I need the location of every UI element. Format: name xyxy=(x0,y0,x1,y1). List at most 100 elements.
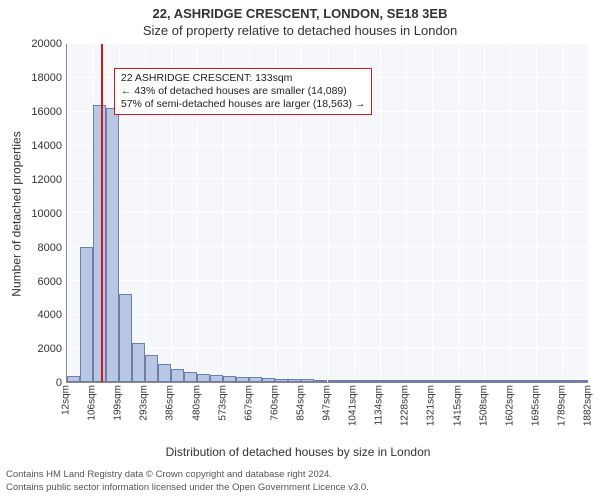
x-tick-label: 1789sqm xyxy=(556,385,567,426)
histogram-bar xyxy=(132,343,145,382)
y-tick-label: 4000 xyxy=(38,309,62,321)
y-tick-label: 12000 xyxy=(31,174,62,186)
gridline-v xyxy=(588,44,589,382)
histogram-bar xyxy=(145,355,158,382)
x-tick-label: 386sqm xyxy=(165,385,176,421)
histogram-bar xyxy=(314,380,327,383)
gridline-v xyxy=(510,44,511,382)
histogram-bar xyxy=(80,247,93,382)
x-tick-label: 1321sqm xyxy=(426,385,437,426)
x-tick-label: 1882sqm xyxy=(583,385,594,426)
histogram-bar xyxy=(288,379,301,382)
histogram-bar xyxy=(249,377,262,382)
callout-line3: 57% of semi-detached houses are larger (… xyxy=(121,98,366,111)
x-tick-label: 1602sqm xyxy=(504,385,515,426)
histogram-bar xyxy=(471,380,484,382)
title-main: 22, ASHRIDGE CRESCENT, LONDON, SE18 3EB xyxy=(0,6,600,21)
histogram-bar xyxy=(354,380,367,382)
histogram-bar xyxy=(262,378,275,382)
x-tick-label: 1508sqm xyxy=(478,385,489,426)
plot-area: 22 ASHRIDGE CRESCENT: 133sqm ← 43% of de… xyxy=(66,44,588,383)
histogram-bar xyxy=(223,376,236,382)
x-tick-label: 760sqm xyxy=(269,385,280,421)
x-ticks: 12sqm106sqm199sqm293sqm386sqm480sqm573sq… xyxy=(66,383,588,443)
title-sub: Size of property relative to detached ho… xyxy=(0,23,600,38)
chart-row: Number of detached properties 0200040006… xyxy=(8,44,588,383)
x-tick-label: 854sqm xyxy=(295,385,306,421)
histogram-bar xyxy=(432,380,445,382)
histogram-bar xyxy=(562,380,575,382)
x-tick-label: 1228sqm xyxy=(400,385,411,426)
x-tick-label: 106sqm xyxy=(87,385,98,421)
y-tick-label: 18000 xyxy=(31,72,62,84)
chart-wrap: Number of detached properties 0200040006… xyxy=(0,40,600,465)
histogram-bar xyxy=(106,108,119,382)
callout-line2: ← 43% of detached houses are smaller (14… xyxy=(121,85,366,98)
histogram-bar xyxy=(497,380,510,382)
x-tick-label: 293sqm xyxy=(139,385,150,421)
y-tick-label: 14000 xyxy=(31,140,62,152)
histogram-bar xyxy=(184,372,197,382)
histogram-bar xyxy=(367,380,380,382)
y-tick-label: 16000 xyxy=(31,106,62,118)
histogram-bar xyxy=(575,380,588,382)
gridline-v xyxy=(562,44,563,382)
histogram-bar xyxy=(158,364,171,383)
x-axis-label: Distribution of detached houses by size … xyxy=(8,443,588,463)
gridline-v xyxy=(432,44,433,382)
x-tick-label: 199sqm xyxy=(113,385,124,421)
histogram-bar xyxy=(236,377,249,383)
x-tick-label: 1695sqm xyxy=(530,385,541,426)
y-tick-label: 20000 xyxy=(31,38,62,50)
histogram-bar xyxy=(445,380,458,382)
callout-line1: 22 ASHRIDGE CRESCENT: 133sqm xyxy=(121,72,366,85)
x-tick-label: 1134sqm xyxy=(374,385,385,425)
gridline-v xyxy=(536,44,537,382)
histogram-bar xyxy=(67,376,80,383)
histogram-bar xyxy=(341,380,354,382)
x-tick-label: 573sqm xyxy=(217,385,228,421)
callout-box: 22 ASHRIDGE CRESCENT: 133sqm ← 43% of de… xyxy=(114,68,373,115)
y-axis-label: Number of detached properties xyxy=(10,131,24,296)
x-tick-label: 947sqm xyxy=(322,385,333,421)
footer-line1: Contains HM Land Registry data © Crown c… xyxy=(6,469,594,481)
histogram-bar xyxy=(458,380,471,382)
histogram-bar xyxy=(523,380,536,382)
reference-line xyxy=(101,44,103,382)
gridline-v xyxy=(484,44,485,382)
histogram-bar xyxy=(484,380,497,382)
histogram-bar xyxy=(406,380,419,382)
histogram-bar xyxy=(380,380,393,382)
histogram-bar xyxy=(328,380,341,382)
gridline-v xyxy=(406,44,407,382)
footer: Contains HM Land Registry data © Crown c… xyxy=(0,465,600,500)
chart-container: 22, ASHRIDGE CRESCENT, LONDON, SE18 3EB … xyxy=(0,0,600,500)
y-tick-label: 10000 xyxy=(31,208,62,220)
x-tick-label: 1415sqm xyxy=(452,385,463,426)
x-tick-label: 1041sqm xyxy=(348,385,359,426)
y-tick-label: 2000 xyxy=(38,343,62,355)
gridline-v xyxy=(458,44,459,382)
histogram-bar xyxy=(197,374,210,383)
y-ticks: 0200040006000800010000120001400016000180… xyxy=(26,44,66,383)
y-tick-label: 6000 xyxy=(38,276,62,288)
histogram-bar xyxy=(275,379,288,383)
histogram-bar xyxy=(549,380,562,382)
histogram-bar xyxy=(93,105,106,382)
gridline-v xyxy=(380,44,381,382)
spacer xyxy=(8,383,26,443)
x-tick-label: 667sqm xyxy=(243,385,254,421)
histogram-bar xyxy=(510,380,523,382)
gridline-v xyxy=(67,44,68,382)
histogram-bar xyxy=(393,380,406,382)
histogram-bar xyxy=(171,369,184,383)
histogram-bar xyxy=(536,380,549,382)
x-tick-label: 480sqm xyxy=(191,385,202,421)
histogram-bar xyxy=(210,375,223,382)
plot-column: 22 ASHRIDGE CRESCENT: 133sqm ← 43% of de… xyxy=(66,44,588,383)
y-axis-label-col: Number of detached properties xyxy=(8,44,26,383)
histogram-bar xyxy=(119,294,132,382)
y-tick-label: 8000 xyxy=(38,242,62,254)
histogram-bar xyxy=(419,380,432,382)
x-ticks-row: 12sqm106sqm199sqm293sqm386sqm480sqm573sq… xyxy=(8,383,588,443)
